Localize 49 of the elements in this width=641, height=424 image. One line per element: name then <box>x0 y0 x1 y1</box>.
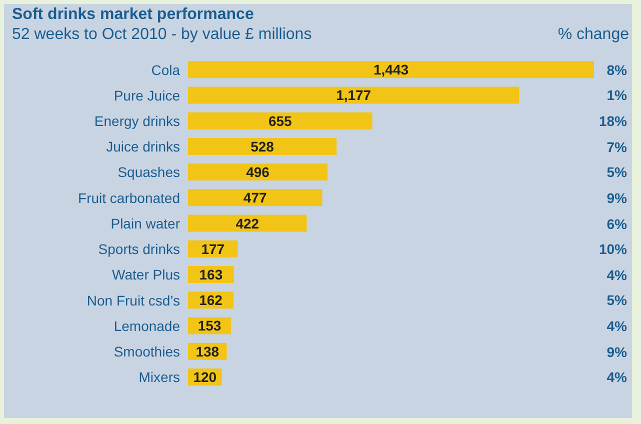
data-label: 1,443 <box>373 62 409 78</box>
data-label: 162 <box>199 292 223 308</box>
y-tick-label: Plain water <box>110 215 180 232</box>
y-tick-label: Squashes <box>118 164 180 180</box>
y-tick-label: Energy drinks <box>94 113 180 130</box>
data-label: 528 <box>250 138 274 154</box>
data-label: 177 <box>201 240 225 257</box>
y-tick-label: Non Fruit csd’s <box>86 292 180 308</box>
text: 9% <box>606 342 627 361</box>
bar <box>188 86 520 104</box>
text: 9% <box>606 188 627 207</box>
text: % change <box>558 26 629 44</box>
text: 1% <box>606 86 627 104</box>
text: 7% <box>606 138 627 156</box>
text: 8% <box>606 60 627 79</box>
bar <box>188 189 322 206</box>
y-tick-label: Juice drinks <box>106 138 180 155</box>
y-tick-label: Cola <box>151 62 180 78</box>
data-label: 477 <box>243 190 267 206</box>
text: 5% <box>606 163 627 182</box>
text: 5% <box>606 291 627 310</box>
chart-title: Soft drinks market performance <box>12 6 254 24</box>
data-label: 163 <box>199 266 223 282</box>
text: 4% <box>606 368 627 386</box>
y-tick-label: Water Plus <box>112 266 180 283</box>
data-label: 422 <box>236 215 260 232</box>
chart-subtitle: 52 weeks to Oct 2010 - by value £ millions <box>12 26 312 44</box>
text: 4% <box>606 266 627 284</box>
bar <box>188 138 337 155</box>
y-tick-label: Pure Juice <box>114 87 180 104</box>
data-label: 120 <box>193 368 217 385</box>
data-label: 496 <box>246 164 270 180</box>
y-tick-label: Fruit carbonated <box>78 190 180 206</box>
text: 18% <box>598 112 627 130</box>
y-tick-label: Lemonade <box>114 318 180 334</box>
data-label: 655 <box>268 112 292 129</box>
y-tick-label: Mixers <box>138 369 180 386</box>
data-label: 138 <box>196 343 220 360</box>
bar <box>188 61 594 78</box>
data-label: 153 <box>198 318 222 334</box>
data-label: 1,177 <box>336 87 372 104</box>
bar <box>188 112 372 130</box>
text: 4% <box>606 316 627 335</box>
y-tick-label: Sports drinks <box>98 241 180 258</box>
text: 10% <box>598 240 627 258</box>
bar <box>188 164 328 181</box>
bar <box>188 214 307 232</box>
text: 6% <box>606 214 627 232</box>
y-tick-label: Smoothies <box>114 344 180 360</box>
